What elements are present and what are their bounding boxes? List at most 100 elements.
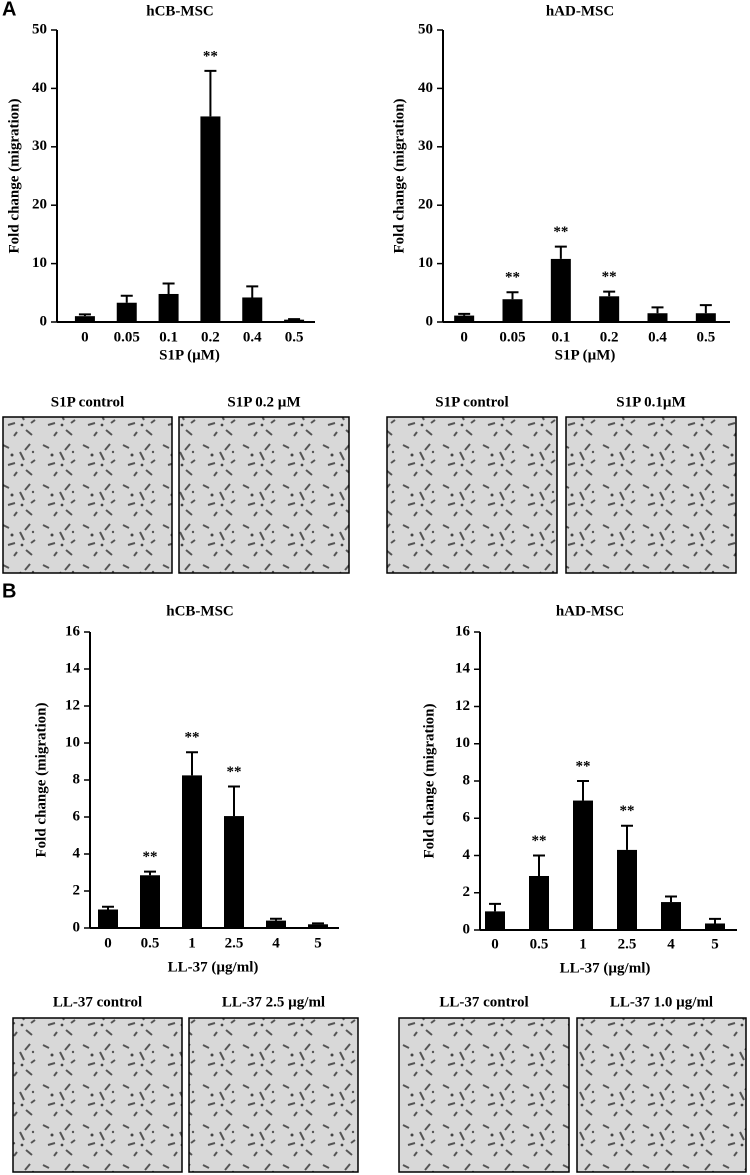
bar [200, 116, 221, 322]
x-tick-label: 0.2 [201, 329, 220, 345]
error-bar [621, 824, 633, 850]
bar [454, 315, 475, 322]
image-caption: LL-37 2.5 µg/ml [222, 994, 325, 1010]
bar [502, 299, 523, 322]
x-tick-label: 0.5 [530, 936, 549, 952]
error-bar [312, 922, 324, 925]
image-caption: LL-37 control [439, 994, 528, 1010]
y-tick-label: 14 [455, 661, 471, 677]
x-tick-label: 0 [104, 935, 112, 951]
image-caption: LL-37 1.0 µg/ml [610, 994, 713, 1010]
bar [242, 297, 263, 322]
x-tick-label: 0.5 [285, 329, 304, 345]
x-tick-label: 5 [711, 936, 719, 952]
significance: ** [185, 730, 200, 746]
bar [116, 302, 137, 322]
image-caption: LL-37 control [53, 994, 142, 1010]
error-bar [577, 780, 589, 801]
y-tick-label: 4 [463, 847, 471, 863]
y-tick-label: 0 [463, 921, 471, 937]
panel-label: B [2, 580, 16, 602]
y-tick-label: 6 [463, 810, 471, 826]
bar [529, 875, 549, 930]
x-tick-label: 2.5 [225, 935, 244, 951]
bar [550, 258, 571, 322]
y-axis-label: Fold change (migration) [421, 704, 437, 859]
error-bar [78, 313, 91, 317]
x-tick-label: 0.5 [141, 935, 160, 951]
error-bar [120, 294, 133, 303]
bar [647, 313, 668, 322]
image-caption: S1P 0.1µM [616, 394, 685, 410]
y-tick-label: 40 [32, 80, 47, 96]
error-bar [204, 69, 217, 117]
y-tick-label: 0 [73, 919, 81, 935]
bar [140, 875, 160, 928]
error-bar [489, 902, 501, 912]
x-axis-label: LL-37 (µg/ml) [168, 959, 259, 975]
x-tick-label: 5 [314, 935, 322, 951]
significance: ** [576, 758, 591, 774]
error-bar [162, 282, 175, 294]
micrograph [12, 1017, 183, 1173]
x-tick-label: 0.05 [499, 329, 525, 345]
micrograph [576, 1017, 747, 1173]
chart-title: hCB-MSC [166, 603, 234, 619]
micrograph [188, 1017, 359, 1173]
y-tick-label: 16 [65, 623, 81, 639]
error-bar [651, 306, 664, 314]
error-bar [228, 785, 240, 817]
bar [266, 920, 286, 928]
x-tick-label: 0 [491, 936, 499, 952]
micrograph [565, 416, 737, 574]
x-tick-label: 0.2 [600, 329, 619, 345]
bar [308, 924, 328, 928]
significance: ** [620, 803, 635, 819]
error-bar [533, 854, 545, 876]
x-tick-label: 4 [272, 935, 280, 951]
error-bar [554, 245, 567, 259]
error-bar [699, 304, 712, 314]
y-tick-label: 8 [73, 771, 81, 787]
error-bar [246, 285, 259, 298]
error-bar [186, 751, 198, 776]
y-tick-label: 10 [65, 734, 80, 750]
chart-title: hAD-MSC [556, 603, 624, 619]
error-bar [506, 291, 519, 300]
significance: ** [227, 764, 242, 780]
y-tick-label: 10 [418, 255, 433, 271]
y-tick-label: 6 [73, 808, 81, 824]
chart-title: hAD-MSC [546, 3, 614, 19]
y-tick-label: 10 [455, 735, 470, 751]
error-bar [665, 895, 677, 903]
y-tick-label: 14 [65, 660, 81, 676]
error-bar [288, 318, 301, 321]
x-tick-label: 0.1 [551, 329, 570, 345]
x-tick-label: 1 [188, 935, 196, 951]
bar [224, 816, 244, 928]
significance: ** [143, 849, 158, 865]
x-axis-label: S1P (µM) [555, 347, 616, 363]
error-bar [709, 917, 721, 924]
x-tick-label: 0.4 [243, 329, 262, 345]
chart-title: hCB-MSC [146, 3, 214, 19]
micrograph [386, 416, 558, 574]
y-tick-label: 20 [418, 197, 433, 213]
x-tick-label: 0.4 [648, 329, 667, 345]
x-tick-label: 0.05 [114, 329, 140, 345]
x-tick-label: 0 [460, 329, 468, 345]
bar [661, 902, 681, 930]
x-axis-label: LL-37 (µg/ml) [560, 960, 651, 976]
y-tick-label: 50 [32, 21, 47, 37]
bar [98, 909, 118, 928]
y-tick-label: 0 [426, 313, 434, 329]
bar [599, 296, 620, 322]
y-tick-label: 2 [463, 884, 471, 900]
micrograph [2, 416, 173, 574]
y-tick-label: 4 [73, 845, 81, 861]
x-axis-label: S1P (µM) [159, 347, 220, 363]
bar [695, 313, 716, 322]
significance: ** [553, 224, 568, 240]
error-bar [603, 290, 616, 297]
